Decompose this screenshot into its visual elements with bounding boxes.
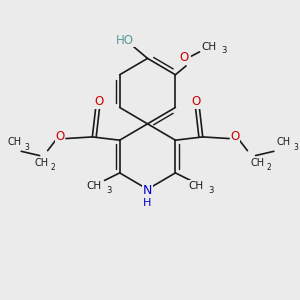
Text: 3: 3 bbox=[222, 46, 227, 55]
Text: CH: CH bbox=[188, 181, 204, 191]
Text: 3: 3 bbox=[24, 142, 29, 152]
Text: 3: 3 bbox=[106, 186, 111, 195]
Text: O: O bbox=[94, 95, 104, 108]
Text: CH: CH bbox=[34, 158, 48, 168]
Text: CH: CH bbox=[276, 137, 291, 148]
Text: 3: 3 bbox=[208, 186, 214, 195]
Text: HO: HO bbox=[116, 34, 134, 47]
Text: CH: CH bbox=[8, 137, 22, 148]
Text: O: O bbox=[56, 130, 65, 143]
Text: O: O bbox=[180, 51, 189, 64]
Text: O: O bbox=[192, 95, 201, 108]
Text: 2: 2 bbox=[51, 164, 56, 172]
Text: CH: CH bbox=[250, 158, 264, 168]
Text: N: N bbox=[143, 184, 152, 197]
Text: 3: 3 bbox=[293, 142, 298, 152]
Text: CH: CH bbox=[202, 42, 217, 52]
Text: O: O bbox=[230, 130, 239, 143]
Text: H: H bbox=[143, 198, 152, 208]
Text: CH: CH bbox=[86, 181, 101, 191]
Text: 2: 2 bbox=[267, 164, 272, 172]
